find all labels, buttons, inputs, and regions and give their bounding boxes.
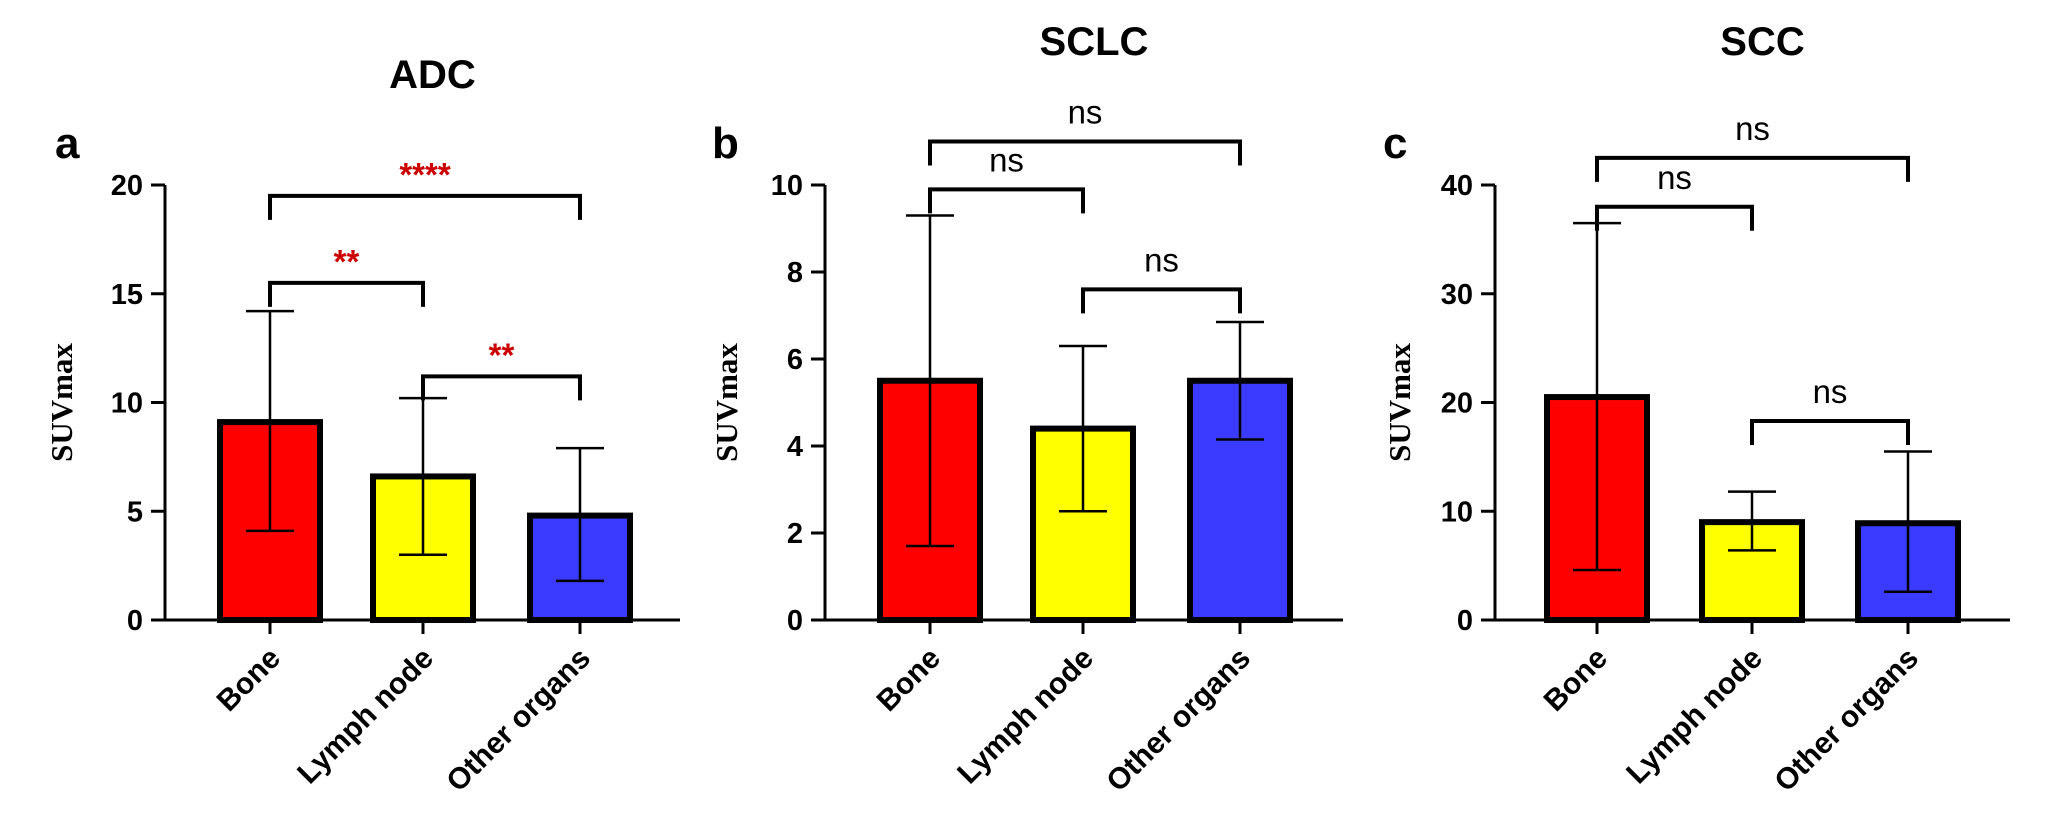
y-tick-label: 5 (127, 496, 143, 528)
chart-title: ADC (389, 53, 476, 97)
significance-label: ns (989, 141, 1024, 178)
panel-letter: c (1383, 119, 1407, 168)
y-tick-label: 8 (787, 257, 803, 289)
y-tick-label: 0 (1457, 605, 1473, 637)
significance-label: **** (399, 156, 451, 193)
y-tick-label: 40 (1441, 170, 1473, 202)
comparison-bracket (928, 187, 1085, 214)
panel-a: ADC a SUVmax 0 5 10 15 20 Bone Lymph node Other or… (44, 53, 680, 798)
comparison-bracket (421, 374, 582, 401)
significance-label: ns (1657, 159, 1692, 196)
category-label: Bone (211, 642, 287, 718)
y-tick-label: 10 (111, 388, 143, 420)
category-label: Lymph node (1620, 642, 1769, 791)
comparison-bracket (1595, 204, 1754, 231)
category-label: Other organs (440, 642, 597, 799)
chart-title: SCLC (1040, 20, 1149, 64)
y-axis-label: SUVmax (44, 343, 79, 462)
panel-b: SCLC b SUVmax 0 2 4 6 8 10 Bone Lymph node Other or… (709, 20, 1343, 798)
significance-label: ** (489, 336, 515, 373)
y-tick-label: 4 (787, 431, 803, 463)
comparison-bracket (268, 193, 582, 220)
y-tick-label: 10 (771, 170, 803, 202)
category-label: Other organs (1100, 642, 1257, 799)
panel-letter: b (712, 119, 739, 168)
panel-letter: a (55, 119, 80, 168)
y-tick-label: 0 (787, 605, 803, 637)
significance-label: ns (1068, 94, 1103, 131)
significance-label: ** (334, 243, 360, 280)
category-label: Bone (1538, 642, 1614, 718)
y-tick-label: 15 (111, 279, 143, 311)
y-tick-label: 30 (1441, 279, 1473, 311)
chart-title: SCC (1720, 20, 1804, 64)
comparison-bracket (1595, 155, 1910, 182)
y-tick-label: 0 (127, 605, 143, 637)
y-axis-label: SUVmax (1382, 343, 1417, 462)
y-tick-label: 10 (1441, 496, 1473, 528)
category-label: Lymph node (951, 642, 1100, 791)
comparison-bracket (1750, 418, 1910, 445)
bar-other-organs (1187, 377, 1293, 623)
category-label: Other organs (1768, 642, 1925, 799)
significance-label: ns (1144, 241, 1179, 278)
y-tick-label: 2 (787, 518, 803, 550)
significance-label: ns (1735, 110, 1770, 147)
y-axis-label: SUVmax (709, 343, 744, 462)
y-tick-label: 20 (1441, 388, 1473, 420)
comparison-bracket (928, 139, 1242, 166)
y-tick-label: 20 (111, 170, 143, 202)
comparison-bracket (268, 280, 425, 307)
y-tick-label: 6 (787, 344, 803, 376)
category-label: Lymph node (291, 642, 440, 791)
comparison-bracket (1081, 287, 1242, 314)
category-label: Bone (871, 642, 947, 718)
panel-c: SCC c SUVmax 0 10 20 30 40 Bone Lymph node Other o… (1382, 20, 2010, 798)
significance-label: ns (1813, 373, 1848, 410)
